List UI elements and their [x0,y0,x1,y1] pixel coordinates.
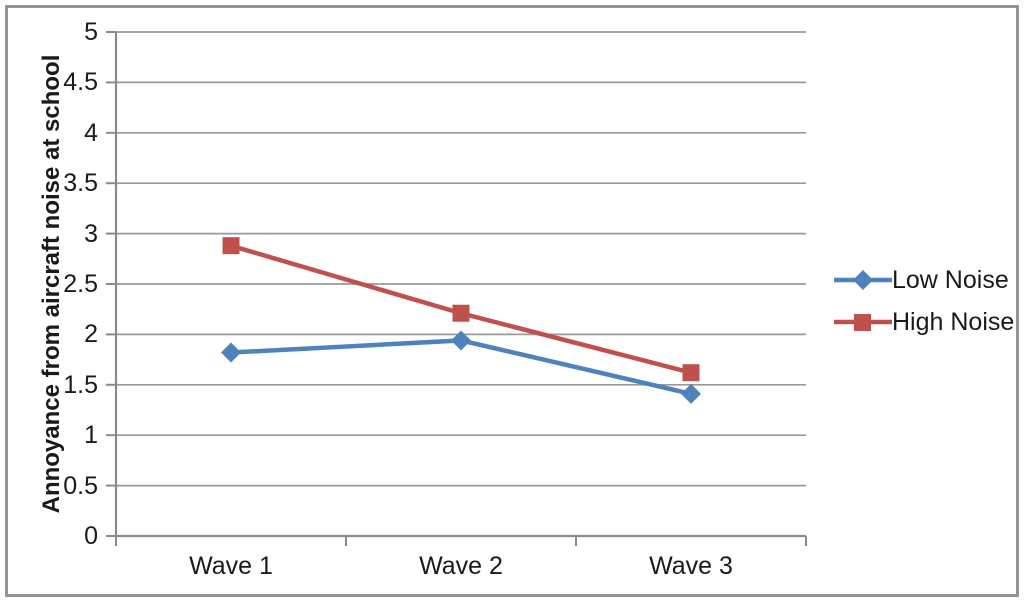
square-marker [682,364,700,382]
y-tick-label: 2.5 [63,270,98,298]
y-tick-label: 3 [84,220,98,248]
y-tick-label: 0 [84,522,98,550]
x-category-label: Wave 3 [649,552,733,580]
y-tick-label: 3.5 [63,169,98,197]
diamond-marker [451,330,471,351]
y-tick-label: 2 [84,320,98,348]
y-tick-label: 0.5 [63,472,98,500]
x-category-label: Wave 1 [189,552,273,580]
legend-swatch-square-icon [834,314,892,331]
y-tick-label: 1 [84,421,98,449]
square-marker [452,304,470,322]
legend-label: Low Noise [892,266,1009,294]
legend-label: High Noise [892,308,1015,336]
diamond-marker [681,383,701,404]
legend-item-low-noise: Low Noise [834,265,1014,295]
y-tick-label: 1.5 [63,371,98,399]
square-marker [222,237,240,255]
legend-swatch-diamond-icon [834,270,892,290]
y-tick-label: 5 [84,18,98,46]
y-tick-label: 4.5 [63,68,98,96]
legend-item-high-noise: High Noise [834,307,1014,337]
y-tick-label: 4 [84,119,98,147]
legend: Low Noise High Noise [834,265,1014,337]
x-category-label: Wave 2 [419,552,503,580]
diamond-marker [221,342,241,363]
